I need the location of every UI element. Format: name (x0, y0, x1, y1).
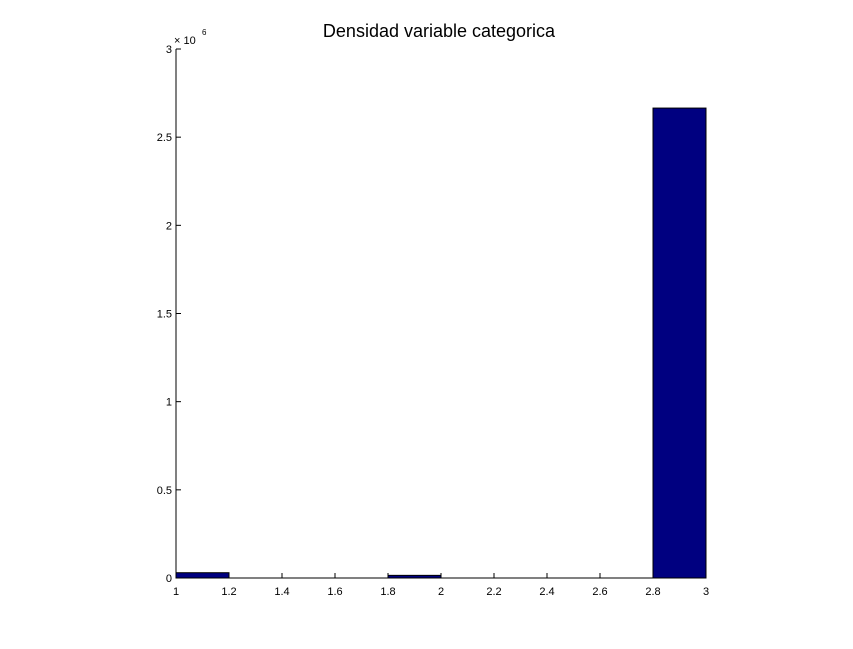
axes-group (175, 49, 706, 579)
y-ticks-group: 0 0.5 1 1.5 2 2.5 3 (157, 44, 181, 585)
chart-title: Densidad variable categorica (323, 21, 556, 41)
y-exponent-label: × 10 6 (174, 28, 207, 47)
x-tick-label: 1.8 (380, 586, 395, 598)
x-tick-label: 1.6 (327, 586, 342, 598)
y-exponent-power: 6 (202, 28, 207, 37)
y-tick-label: 1 (166, 397, 172, 409)
x-tick-label: 1 (173, 586, 179, 598)
bar-2 (652, 107, 707, 579)
x-tick-label: 2.8 (645, 586, 660, 598)
x-tick-label: 2 (438, 586, 444, 598)
x-tick-label: 2.6 (592, 586, 607, 598)
y-tick-label: 2 (166, 220, 172, 232)
y-exponent-base: × 10 (174, 35, 196, 47)
x-tick-label: 2.2 (486, 586, 501, 598)
x-tick-label: 2.4 (539, 586, 554, 598)
y-tick-label: 0.5 (157, 485, 172, 497)
bar-0 (175, 572, 230, 579)
x-tick-label: 3 (703, 586, 709, 598)
y-tick-label: 2.5 (157, 132, 172, 144)
x-ticks-group: 1 1.2 1.4 1.6 1.8 2 2.2 2.4 2.6 2.8 3 (173, 573, 709, 598)
y-tick-label: 0 (166, 573, 172, 585)
y-tick-label: 1.5 (157, 309, 172, 321)
x-tick-label: 1.2 (221, 586, 236, 598)
x-tick-label: 1.4 (274, 586, 289, 598)
y-tick-label: 3 (166, 44, 172, 56)
bars-group (175, 107, 707, 579)
